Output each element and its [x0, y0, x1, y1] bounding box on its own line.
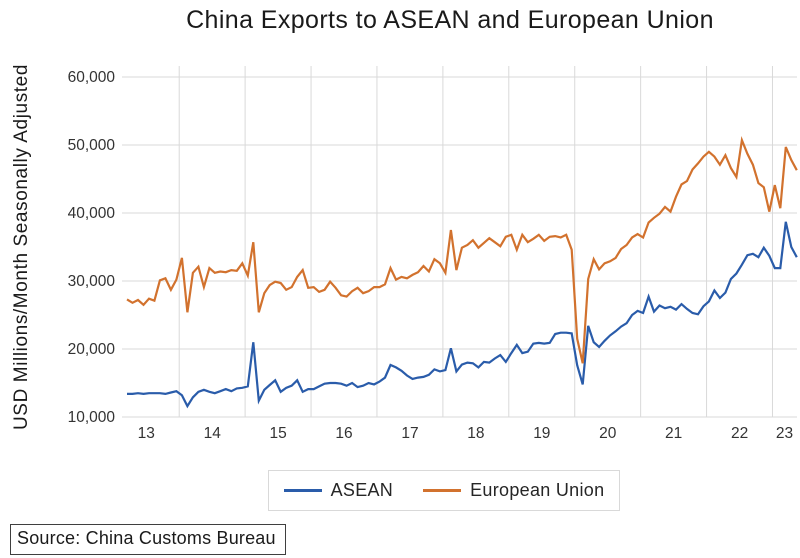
- y-tick-label: 60,000: [67, 69, 115, 86]
- y-tick-label: 50,000: [67, 137, 115, 154]
- legend-label-eu: European Union: [470, 480, 605, 500]
- asean-line-swatch-icon: [283, 489, 322, 492]
- x-tick-label: 18: [467, 425, 485, 442]
- eu-series-line: [126, 136, 798, 364]
- x-tick-label: 21: [665, 425, 683, 442]
- source-attribution: Source: China Customs Bureau: [10, 524, 286, 555]
- x-tick-label: 14: [203, 425, 221, 442]
- legend-label-asean: ASEAN: [330, 480, 394, 500]
- chart-title: China Exports to ASEAN and European Unio…: [186, 6, 714, 34]
- x-tick-label: 23: [775, 425, 794, 442]
- y-tick-label: 30,000: [67, 273, 115, 290]
- x-tick-label: 16: [335, 425, 353, 442]
- x-tick-label: 19: [533, 425, 551, 442]
- asean-series-line: [127, 221, 798, 409]
- legend-item-eu: European Union: [423, 480, 604, 501]
- legend: ASEAN European Union: [268, 470, 620, 511]
- x-tick-label: 17: [401, 425, 419, 442]
- legend-item-asean: ASEAN: [283, 480, 394, 501]
- x-tick-label: 13: [137, 425, 155, 442]
- y-tick-label: 40,000: [67, 205, 115, 222]
- y-tick-label: 20,000: [67, 341, 115, 358]
- eu-line-swatch-icon: [423, 489, 462, 492]
- x-tick-label: 15: [269, 425, 287, 442]
- y-tick-label: 10,000: [67, 409, 115, 426]
- x-tick-label: 22: [730, 425, 749, 442]
- x-tick-label: 20: [599, 425, 617, 442]
